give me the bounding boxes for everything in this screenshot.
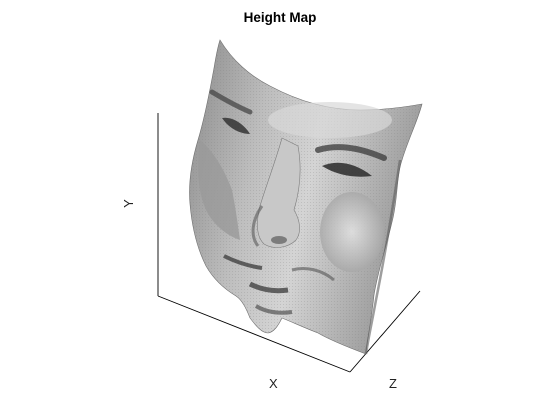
right-eye — [322, 162, 372, 177]
z-axis-label: Z — [389, 376, 397, 391]
left-eyebrow — [209, 89, 253, 115]
nostril — [271, 236, 287, 244]
right-cheek — [320, 192, 384, 272]
nose — [257, 137, 301, 248]
left-cheek — [198, 140, 240, 240]
mouth-upper — [223, 254, 263, 270]
plot-title: Height Map — [243, 10, 317, 25]
left-eye — [222, 117, 250, 134]
mouth-lower — [248, 281, 289, 294]
nose-shadow — [251, 205, 264, 247]
axes-box — [157, 113, 421, 373]
chin-step — [254, 304, 293, 315]
z-axis-line — [349, 290, 421, 373]
right-edge-shadow — [364, 159, 402, 355]
x-axis-line — [157, 295, 351, 373]
y-axis-label: Y — [120, 199, 136, 208]
forehead-highlight — [268, 102, 392, 138]
face-surface — [189, 39, 423, 355]
x-axis-label: X — [269, 376, 278, 391]
right-eyebrow — [315, 144, 387, 161]
lip-right — [291, 266, 335, 282]
